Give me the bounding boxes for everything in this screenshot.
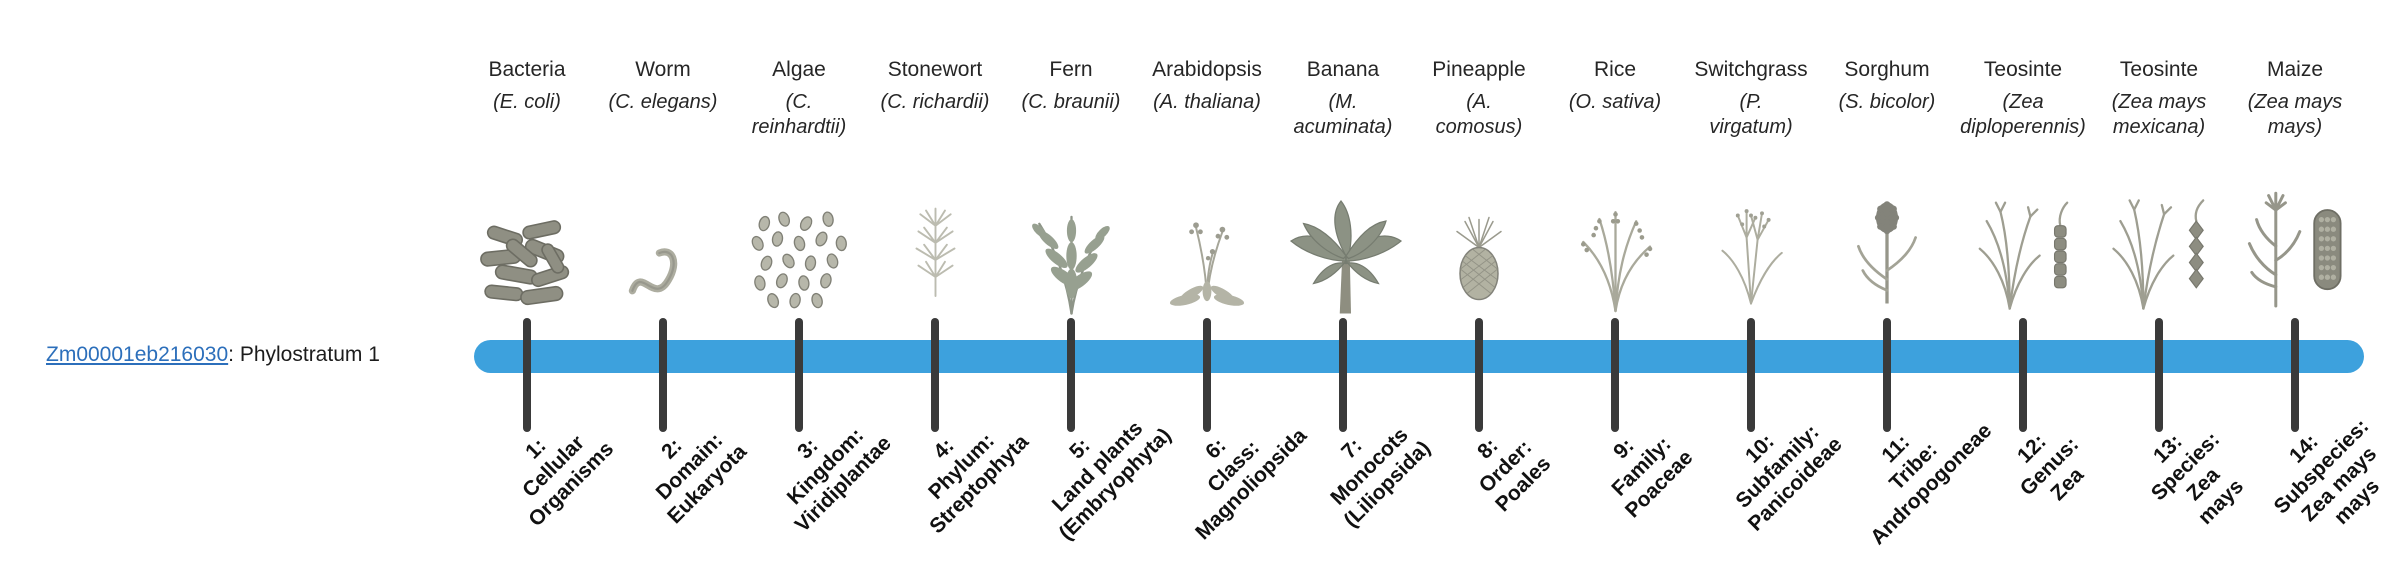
organism-name: Teosinte (2119, 58, 2199, 81)
phylostratum-tick (1475, 318, 1483, 432)
worm-icon (628, 248, 678, 295)
sorghum-icon (1857, 201, 1917, 304)
phylostratum-tick (2019, 318, 2027, 432)
organism-scientific-name: (C. elegans) (608, 91, 718, 113)
organism-scientific-name: (A. thaliana) (1153, 91, 1261, 113)
switchgrass-icon (1721, 209, 1783, 305)
stratum-label: 10: Subfamily: Panicoideae (1731, 420, 1847, 536)
stratum-label: 3: Kingdom: Viridiplantae (782, 423, 896, 537)
maize-icon (2247, 191, 2342, 308)
organism-name: Maize (2266, 58, 2324, 81)
rice-icon-wrapper (1540, 166, 1690, 316)
rice-icon (1580, 210, 1652, 313)
organism-scientific-name: (M. acuminata) (1293, 91, 1393, 138)
organism-name: Teosinte (1983, 58, 2063, 81)
stratum-label: 9: Family: Poaceae (1607, 432, 1698, 523)
phylostratum-tick (1203, 318, 1211, 432)
maize-icon-wrapper (2220, 166, 2370, 316)
organism-name: Worm (635, 58, 691, 81)
organism-scientific-name: (Zea diploperennis) (1960, 91, 2086, 138)
phylostratum-tick (1339, 318, 1347, 432)
stonewort-icon-wrapper (860, 166, 1010, 316)
organism-scientific-name: (Zea mays mexicana) (2111, 91, 2207, 138)
organism-name: Fern (1049, 58, 1093, 81)
phylostratum-tick (2291, 318, 2299, 432)
stratum-label: 7: Monocots (Liliopsida) (1326, 423, 1435, 532)
banana-plant-icon-wrapper (1268, 166, 1418, 316)
algae-icon (751, 211, 847, 309)
teosinte-plant-icon-wrapper (1948, 166, 2098, 316)
organism-name: Arabidopsis (1152, 58, 1262, 81)
sorghum-icon-wrapper (1812, 166, 1962, 316)
phylostratum-tick (1067, 318, 1075, 432)
stonewort-icon (915, 207, 955, 297)
stratum-label: 6: Class: Magnoliopsida (1191, 424, 1312, 545)
organism-scientific-name: (Zea mays mays) (2247, 91, 2343, 138)
fern-icon-wrapper (996, 166, 1146, 316)
stratum-label: 1: Cellular Organisms (518, 431, 619, 532)
timeline-bar (474, 340, 2364, 373)
teosinte-ear-icon (2111, 199, 2204, 310)
pineapple-icon-wrapper (1404, 166, 1554, 316)
organism-name: Switchgrass (1694, 58, 1808, 81)
organism-scientific-name: (A. comosus) (1435, 91, 1523, 138)
stratum-label: 5: Land plants (Embryophyta) (1047, 416, 1176, 545)
pineapple-icon (1456, 216, 1502, 301)
phylostratum-tick (2155, 318, 2163, 432)
stratum-label: 8: Order: Poales (1473, 434, 1556, 517)
worm-icon-wrapper (588, 166, 738, 316)
banana-plant-icon (1289, 199, 1402, 314)
organism-scientific-name: (O. sativa) (1568, 91, 1662, 113)
arabidopsis-icon (1169, 222, 1245, 306)
organism-name: Stonewort (887, 58, 983, 81)
organism-name: Algae (772, 58, 826, 81)
organism-scientific-name: (P. virgatum) (1709, 91, 1793, 138)
organism-scientific-name: (C. braunii) (1021, 91, 1121, 113)
bacteria-icon-wrapper (452, 166, 602, 316)
organism-scientific-name: (S. bicolor) (1838, 91, 1936, 113)
gene-label-suffix: : Phylostratum 1 (228, 343, 380, 366)
gene-link[interactable]: Zm00001eb216030 (46, 343, 229, 366)
organism-scientific-name: (E. coli) (493, 91, 561, 113)
phylostratum-tick (659, 318, 667, 432)
stratum-label: 12: Genus: Zea (2012, 429, 2089, 506)
phylostratum-tick (931, 318, 939, 432)
teosinte-ear-icon-wrapper (2084, 166, 2234, 316)
organism-name: Banana (1306, 58, 1380, 81)
phylostratum-tick (1611, 318, 1619, 432)
gene-label: Zm00001eb216030: Phylostratum 1 (46, 343, 380, 367)
organism-name: Sorghum (1844, 58, 1930, 81)
teosinte-plant-icon (1978, 201, 2068, 310)
phylostratum-tick (523, 318, 531, 432)
organism-name: Pineapple (1432, 58, 1526, 81)
organism-name: Rice (1593, 58, 1636, 81)
stratum-label: 13: Species: Zea mays (2146, 427, 2248, 530)
stratum-label: 14: Subspecies: Zea mays mays (2269, 414, 2384, 529)
stratum-label: 4: Phylum: Streptophyta (924, 429, 1034, 539)
organism-scientific-name: (C. richardii) (880, 91, 990, 113)
stratum-label: 2: Domain: Eukaryota (651, 428, 752, 529)
stratum-label: 11: Tribe: Andropogoneae (1866, 419, 1997, 550)
fern-icon (1031, 215, 1110, 315)
algae-icon-wrapper (724, 166, 874, 316)
organism-scientific-name: (C. reinhardtii) (751, 91, 847, 138)
phylostratum-tick (1883, 318, 1891, 432)
bacteria-icon (480, 220, 570, 306)
phylostratum-tick (1747, 318, 1755, 432)
phylostratum-tick (795, 318, 803, 432)
arabidopsis-icon-wrapper (1132, 166, 1282, 316)
organism-name: Bacteria (488, 58, 566, 81)
switchgrass-icon-wrapper (1676, 166, 1826, 316)
